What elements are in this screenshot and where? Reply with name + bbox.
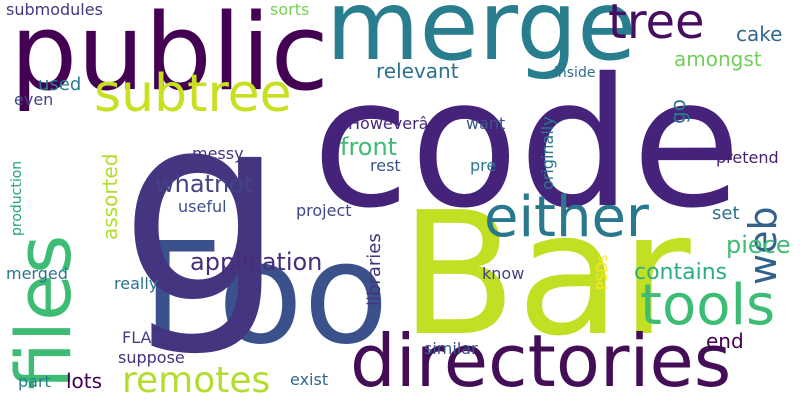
word-directories: directories	[350, 319, 732, 400]
word-project: project	[296, 201, 352, 220]
word-messy: messy	[192, 144, 244, 163]
word-either: either	[484, 185, 649, 250]
word-g: g	[120, 59, 286, 361]
word-libraries: libraries	[364, 233, 385, 306]
word-exist: exist	[290, 370, 329, 389]
word-want: want	[466, 114, 506, 133]
word-amongst: amongst	[674, 47, 762, 71]
word-tools: tools	[640, 273, 776, 338]
word-files: files	[0, 234, 88, 390]
word-suppose: suppose	[118, 348, 185, 367]
word-originally: originally	[538, 116, 557, 190]
word-part: part	[18, 372, 51, 391]
word-sorts: sorts	[270, 0, 310, 19]
word-however: Howeverâ	[348, 114, 429, 133]
word-piece: piece	[726, 231, 791, 259]
word-contains: contains	[634, 260, 728, 285]
word-really: really	[114, 274, 159, 293]
word-merged: merged	[6, 264, 68, 283]
word-remotes: remotes	[122, 360, 271, 400]
word-front: front	[340, 133, 398, 161]
word-similar: similar	[424, 339, 478, 358]
word-pre: pre	[470, 156, 497, 175]
word-cake: cake	[736, 22, 783, 46]
word-end: end	[706, 329, 744, 353]
word-lots: lots	[66, 369, 103, 393]
word-public: public	[10, 0, 329, 114]
word-code: code	[312, 40, 742, 247]
word-tree: tree	[608, 0, 705, 50]
word-whatnot: whatnot	[155, 170, 254, 198]
word-bar: Bar	[400, 176, 691, 374]
word-subtree: subtree	[94, 64, 292, 124]
word-assorted: assorted	[98, 153, 122, 240]
word-even: even	[14, 90, 54, 109]
word-submodules: submodules	[6, 0, 103, 19]
word-go: go	[666, 99, 690, 124]
word-psds: PSDs	[595, 254, 611, 290]
word-set: set	[712, 203, 740, 224]
word-flas: FLAs	[122, 328, 160, 347]
word-merge: merge	[326, 0, 637, 82]
word-inside: inside	[554, 65, 596, 81]
word-know: know	[482, 264, 525, 283]
word-foo: Foo	[142, 213, 389, 376]
word-used: used	[38, 74, 82, 95]
word-relevant: relevant	[376, 59, 459, 83]
word-useful: useful	[178, 197, 227, 216]
word-application: application	[190, 248, 323, 276]
word-rest: rest	[370, 156, 401, 175]
word-production: production	[9, 160, 25, 236]
word-pretend: pretend	[716, 148, 779, 167]
